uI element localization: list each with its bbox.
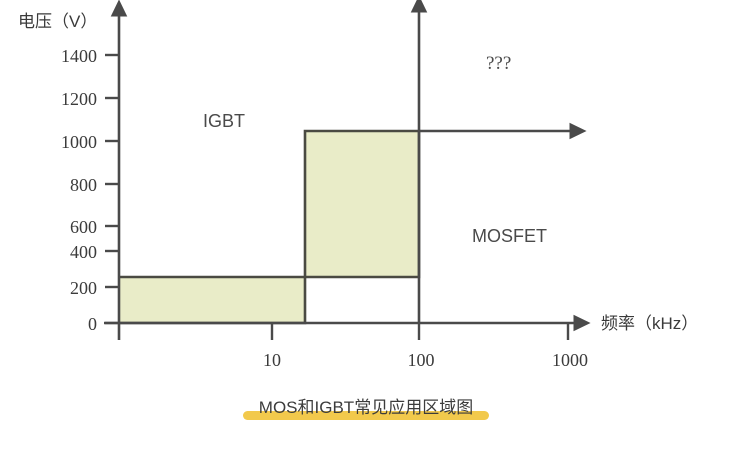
region-label-mosfet: MOSFET — [472, 226, 547, 246]
y-axis-title: 电压（V） — [18, 12, 97, 31]
x-axis-title: 频率（kHz） — [601, 314, 698, 333]
caption-text: MOS和IGBT常见应用区域图 — [258, 398, 474, 417]
y-tick-label-600: 600 — [70, 217, 97, 237]
x-tick-label-100: 100 — [408, 350, 435, 370]
x-tick-label-1000: 1000 — [552, 350, 588, 370]
x-tick-label-10: 10 — [263, 350, 281, 370]
x-axis-ticks — [270, 323, 570, 340]
y-tick-label-200: 200 — [70, 278, 97, 298]
chart-caption: MOS和IGBT常见应用区域图 — [242, 396, 490, 421]
y-tick-label-800: 800 — [70, 175, 97, 195]
igbt-region-fill — [119, 131, 419, 323]
y-tick-label-0: 0 — [88, 314, 97, 334]
y-axis-ticks — [105, 53, 119, 325]
caption-container: MOS和IGBT常见应用区域图 — [0, 396, 732, 421]
y-tick-label-1000: 1000 — [61, 132, 97, 152]
y-tick-label-1200: 1200 — [61, 89, 97, 109]
y-tick-label-400: 400 — [70, 242, 97, 262]
region-label-unknown: ??? — [486, 53, 511, 74]
caption-highlight-bar — [242, 411, 490, 420]
y-tick-label-1400: 1400 — [61, 46, 97, 66]
region-label-igbt: IGBT — [203, 111, 245, 131]
